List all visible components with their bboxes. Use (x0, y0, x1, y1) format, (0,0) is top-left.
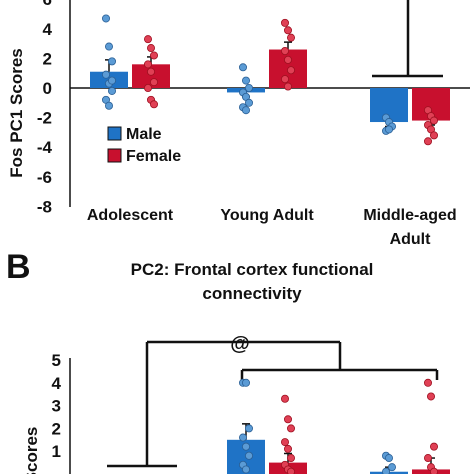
panel-a-y-tick-label: 6 (43, 0, 52, 9)
panel-a-point-female (149, 100, 158, 109)
panel-a-point-male (384, 125, 393, 134)
panel-a-y-tick-label: 0 (43, 79, 52, 98)
panel-a-point-female (149, 51, 158, 60)
panel-b-y-tick-labels: 1 2 3 4 5 (52, 351, 62, 461)
panel-b-title-line-1: PC2: Frontal cortex functional (131, 260, 374, 279)
panel-a-point-male (241, 106, 250, 115)
panel-b-y-tick-label: 4 (52, 374, 62, 393)
panel-a-ylabel: Fos PC1 Scores (7, 48, 26, 177)
panel-a-point-male (241, 76, 250, 85)
legend-male-swatch (107, 126, 122, 141)
panel-b-point-male (387, 463, 396, 472)
panel-b-point-female (423, 378, 432, 387)
panel-a-point-female (286, 33, 295, 42)
legend-female-swatch (107, 148, 122, 163)
panel-b-point-male (241, 378, 250, 387)
panel-a-point-female (283, 82, 292, 91)
panel-b-point-male (238, 433, 247, 442)
panel-b-point-male (244, 451, 253, 460)
panel-a-point-female (146, 67, 155, 76)
panel-b-point-female (286, 454, 295, 463)
panel-a-legend: Male Female (107, 126, 181, 165)
panel-a-y-tick-label: 2 (43, 49, 52, 68)
panel-a-point-female (280, 47, 289, 56)
panel-b-point-male (241, 465, 250, 474)
panel-a-category-label: Young Adult (220, 207, 314, 224)
panel-a-point-male (244, 84, 253, 93)
panel-b-point-female (280, 394, 289, 403)
panel-b-significance-bracket (145, 340, 439, 466)
panel-a-point-male (108, 57, 117, 66)
panel-a-point-female (143, 84, 152, 93)
panel-a-y-tick-label: -8 (37, 197, 52, 216)
panel-a-point-female (283, 26, 292, 35)
panel-a-point-female (143, 35, 152, 44)
panel-b-point-female (280, 438, 289, 447)
panel-b-y-tick-label: 3 (52, 397, 61, 416)
panel-a-point-female (143, 60, 152, 69)
panel-b-y-tick-label: 5 (52, 351, 61, 370)
panel-a-y-tick-label: -2 (37, 109, 52, 128)
panel-a-comparison-bracket (372, 0, 443, 78)
panel-a-points (102, 14, 438, 146)
panel-b-point-male (244, 424, 253, 433)
panel-b-point-female (283, 444, 292, 453)
panel-b-point-male (241, 442, 250, 451)
panel-b-title-line-2: connectivity (202, 284, 302, 303)
panel-b-points (238, 378, 438, 474)
panel-b-point-male (382, 467, 390, 474)
panel-a-y-tick-label: 4 (43, 20, 53, 39)
panel-a-point-female (146, 44, 155, 53)
legend-female-label: Female (126, 148, 181, 165)
panel-b-ylabel: Scores (22, 427, 41, 474)
panel-a-y-tick-labels: -8 -6 -4 -2 0 2 4 6 (37, 0, 53, 216)
panel-b-y-tick-label: 1 (52, 442, 61, 461)
panel-a-category-labels: Adolescent Young Adult Middle-aged Adult (87, 207, 457, 248)
panel-b-point-male (384, 454, 393, 463)
panel-a-point-male (105, 42, 114, 51)
panel-b-point-female (423, 454, 432, 463)
panel-a-point-male (102, 70, 111, 79)
panel-a-point-female (423, 137, 432, 146)
panel-a-point-female (429, 131, 438, 140)
panel-a-point-female (429, 116, 438, 125)
panel-a-category-label: Adolescent (87, 207, 174, 224)
panel-b-letter: B (6, 248, 31, 286)
panel-b-point-female (430, 467, 438, 474)
panel-a-category-label: Adult (390, 231, 432, 248)
panel-a-point-male (102, 14, 111, 23)
legend-male-label: Male (126, 126, 162, 143)
panel-a-point-male (244, 98, 253, 107)
panel-a-y-tick-label: -4 (37, 138, 53, 157)
panel-a-point-female (283, 55, 292, 64)
panel-a-category-label: Middle-aged (363, 207, 456, 224)
panel-a-point-male (238, 63, 247, 72)
panel-a: Fos PC1 Scores -8-6-4-20246 Male Female … (7, 0, 470, 248)
panel-b-point-female (429, 442, 438, 451)
panel-a-y-tick-label: -6 (37, 168, 52, 187)
panel-b-point-female (283, 415, 292, 424)
panel-a-point-male (105, 101, 114, 110)
panel-a-bar-female (132, 64, 170, 88)
panel-b: B PC2: Frontal cortex functional connect… (6, 248, 450, 474)
panel-a-point-female (149, 78, 158, 87)
panel-a-point-male (108, 86, 117, 95)
panel-b-point-female (426, 392, 435, 401)
panel-a-point-female (280, 75, 289, 84)
panel-b-point-female (286, 424, 295, 433)
panel-b-point-female (287, 467, 295, 474)
panel-a-point-female (280, 18, 289, 27)
panel-a-point-male (108, 76, 117, 85)
panel-a-bars (90, 41, 450, 128)
panel-b-annotation-symbol: @ (230, 333, 250, 355)
panel-a-point-female (286, 66, 295, 75)
panel-b-bars (227, 423, 450, 474)
panel-b-y-tick-label: 2 (52, 419, 61, 438)
